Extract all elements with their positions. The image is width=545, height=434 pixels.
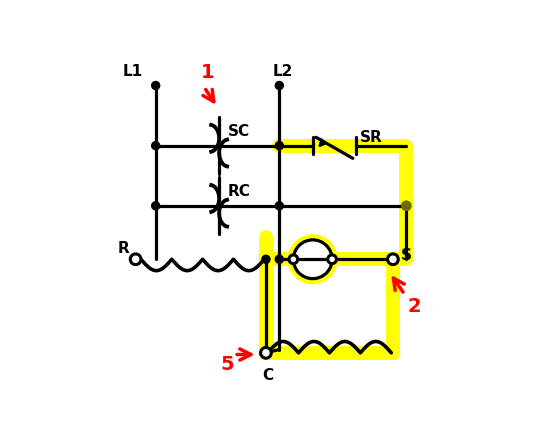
- Text: 2: 2: [408, 296, 421, 316]
- Circle shape: [328, 255, 336, 263]
- Text: S: S: [401, 248, 412, 263]
- Circle shape: [288, 235, 337, 284]
- Circle shape: [261, 348, 271, 358]
- Circle shape: [152, 82, 160, 89]
- Circle shape: [152, 141, 160, 150]
- Text: SR: SR: [360, 130, 382, 145]
- Text: L2: L2: [272, 64, 293, 79]
- Text: RC: RC: [227, 184, 250, 199]
- Circle shape: [275, 141, 283, 150]
- Circle shape: [152, 202, 160, 210]
- Text: L1: L1: [122, 64, 142, 79]
- Circle shape: [293, 240, 332, 279]
- Text: 1: 1: [201, 62, 214, 82]
- Circle shape: [275, 82, 283, 89]
- Circle shape: [262, 255, 270, 263]
- Circle shape: [289, 255, 298, 263]
- Text: SC: SC: [227, 124, 250, 139]
- Circle shape: [402, 201, 411, 210]
- Circle shape: [387, 254, 398, 265]
- Text: C: C: [262, 368, 273, 383]
- Text: 5: 5: [221, 355, 234, 374]
- Circle shape: [275, 202, 283, 210]
- Text: R: R: [118, 241, 130, 256]
- Circle shape: [275, 255, 283, 263]
- Text: SR: SR: [304, 253, 322, 266]
- Circle shape: [130, 254, 141, 265]
